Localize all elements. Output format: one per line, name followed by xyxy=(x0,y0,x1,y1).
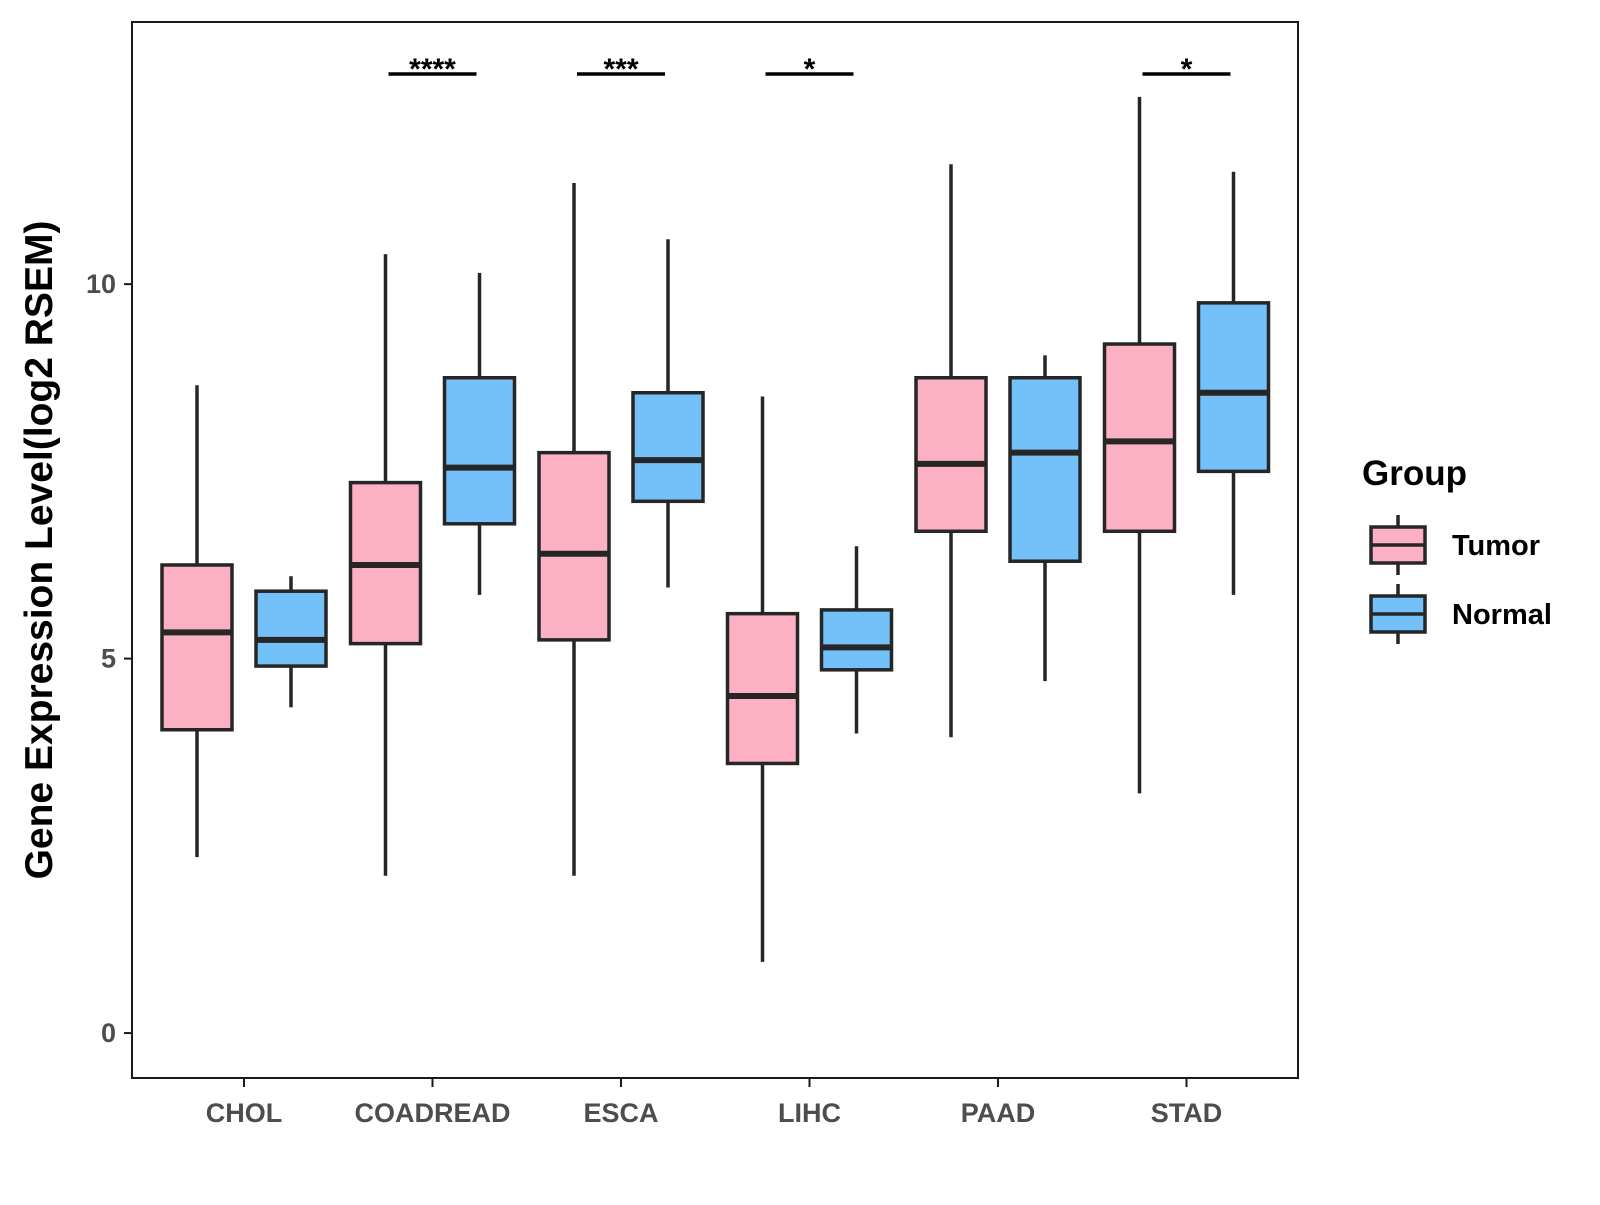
box-iqr xyxy=(160,563,234,732)
box-iqr xyxy=(537,450,611,642)
box-iqr xyxy=(442,375,517,526)
y-tick-label: 10 xyxy=(86,269,116,299)
box-iqr xyxy=(914,375,988,534)
y-axis-title: Gene Expression Level(log2 RSEM) xyxy=(18,221,61,880)
significance-label: *** xyxy=(603,53,638,86)
box-coadread-normal xyxy=(442,272,517,595)
box-iqr xyxy=(631,390,705,504)
legend-item-normal: Normal xyxy=(1369,584,1552,644)
box-esca-normal xyxy=(631,239,705,588)
boxes-layer xyxy=(160,96,1271,962)
box-paad-tumor xyxy=(914,164,988,738)
box-iqr xyxy=(819,608,894,672)
legend: Group Tumor Normal xyxy=(1362,454,1552,644)
significance-layer: **** *** * * xyxy=(388,53,1231,86)
x-tick-label: LIHC xyxy=(778,1098,841,1128)
box-iqr xyxy=(1196,301,1271,474)
box-coadread-tumor xyxy=(348,254,423,876)
box-iqr xyxy=(1008,375,1082,563)
significance-label: * xyxy=(1181,53,1193,86)
legend-label: Tumor xyxy=(1452,530,1540,562)
box-stad-normal xyxy=(1196,171,1271,595)
x-tick-label: COADREAD xyxy=(354,1098,510,1128)
box-lihc-tumor xyxy=(725,396,800,962)
box-chol-normal xyxy=(254,576,328,708)
x-tick-label: PAAD xyxy=(961,1098,1036,1128)
y-tick-label: 0 xyxy=(101,1018,116,1048)
significance-label: * xyxy=(804,53,816,86)
box-esca-tumor xyxy=(537,183,611,876)
significance-coadread: **** xyxy=(388,53,477,86)
box-paad-normal xyxy=(1008,355,1082,682)
y-tick-label: 5 xyxy=(101,644,116,674)
significance-stad: * xyxy=(1142,53,1231,86)
significance-esca: *** xyxy=(577,53,665,86)
significance-label: **** xyxy=(409,53,456,86)
legend-item-tumor: Tumor xyxy=(1369,515,1540,575)
significance-lihc: * xyxy=(765,53,854,86)
box-iqr xyxy=(725,611,800,766)
x-tick-label: CHOL xyxy=(206,1098,283,1128)
box-chol-tumor xyxy=(160,385,234,858)
box-lihc-normal xyxy=(819,546,894,734)
x-tick-label: STAD xyxy=(1151,1098,1223,1128)
axes-layer: 0 5 10 CHOL COADREAD ESCA LIHC PAAD STAD xyxy=(86,269,1222,1128)
legend-title: Group xyxy=(1362,454,1467,493)
legend-label: Normal xyxy=(1452,599,1552,631)
box-stad-tumor xyxy=(1102,96,1177,794)
box-iqr xyxy=(1102,342,1177,534)
x-tick-label: ESCA xyxy=(583,1098,658,1128)
box-iqr xyxy=(254,589,328,668)
plot-panel xyxy=(131,21,1299,1079)
